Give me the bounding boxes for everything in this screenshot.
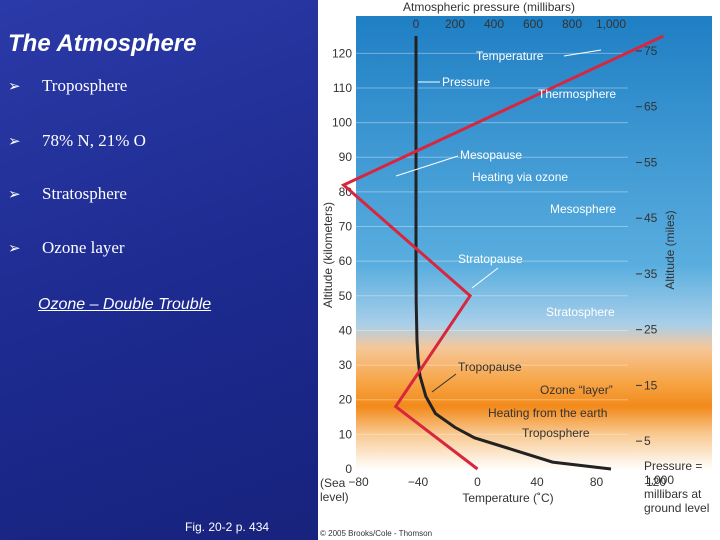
km-tick-label: 70 [339,220,353,234]
pressure-curve [414,36,612,471]
label-mesopause: Mesopause [460,148,522,162]
km-tick-label: 120 [332,46,352,60]
sea-level-label: (Sea [320,476,346,490]
temperature-axis-title: Temperature (˚C) [462,491,553,505]
label-thermosphere: Thermosphere [538,87,616,101]
mile-tick-label: 45 [644,211,658,225]
label-heating-from-earth: Heating from the earth [488,406,607,420]
slide-title: The Atmosphere [8,30,197,57]
atmosphere-figure: 0 10 20 30 40 50 60 70 80 90 100 110 120 5 15 25 35 45 55… [318,0,720,540]
pressure-tick-label: 0 [413,17,420,31]
km-tick-label: 10 [339,427,353,441]
temperature-tick-label: 120 [646,475,666,489]
arrow-bullet-icon: ➢ [8,78,21,95]
ozone-double-trouble-link[interactable]: Ozone – Double Trouble [38,296,212,313]
temperature-axis: −80 −40 0 40 80 120 [348,475,666,489]
km-tick-label: 0 [345,462,352,476]
km-tick-label: 60 [339,254,353,268]
pressure-tick-label: 600 [523,17,543,31]
atmosphere-diagram: 0 10 20 30 40 50 60 70 80 90 100 110 120 5 15 25 35 45 55… [320,0,712,538]
temperature-curve [340,34,665,471]
annotation-arrows [395,49,602,289]
ground-pressure-note: millibars at [644,487,702,501]
arrow-to-stratopause [471,267,499,289]
mile-tick-label: 65 [644,100,658,114]
mile-tick-label: 55 [644,155,658,169]
bullet-text: 78% N, 21% O [42,131,146,150]
arrow-to-mesopause [395,155,459,177]
pressure-axis: 0 200 400 600 800 1,000 [413,17,627,31]
mile-tick-label: 25 [644,323,658,337]
label-stratopause: Stratopause [458,252,523,266]
temperature-tick-label: 40 [530,475,544,489]
temperature-tick-label: −80 [348,475,369,489]
km-tick-label: 90 [339,150,353,164]
km-tick-label: 40 [339,323,353,337]
label-tropopause: Tropopause [458,360,522,374]
mile-tick-label: 35 [644,267,658,281]
arrow-to-temperature [563,49,602,57]
bullet-text: Troposphere [42,76,128,95]
label-troposphere: Troposphere [522,426,590,440]
bullet-text: Stratosphere [42,184,127,203]
bullet-ozone-layer: ➢ Ozone layer [8,238,125,258]
temperature-tick-label: −40 [408,475,429,489]
miles-axis-title: Altitude (miles) [663,210,677,289]
ground-pressure-note: Pressure = [644,459,702,473]
ground-pressure-note: 1,000 [644,473,674,487]
arrow-bullet-icon: ➢ [8,186,21,203]
km-axis-title: Altitude (kilometers) [321,202,335,308]
label-ozone-layer: Ozone “layer” [540,383,613,397]
label-mesosphere: Mesosphere [550,202,616,216]
km-tick-label: 50 [339,289,353,303]
pressure-tick-label: 400 [484,17,504,31]
label-stratosphere: Stratosphere [546,305,615,319]
copyright: © 2005 Brooks/Cole - Thomson [320,529,432,538]
bullet-text: Ozone layer [42,238,125,257]
arrow-to-tropopause [431,373,457,393]
km-tick-label: 100 [332,116,352,130]
pressure-tick-label: 1,000 [596,17,626,31]
temperature-tick-label: 0 [474,475,481,489]
label-temperature: Temperature [476,49,544,63]
label-pressure: Pressure [442,75,490,89]
ground-pressure-note: ground level [644,501,709,515]
km-tick-label: 110 [333,81,352,95]
km-tick-label: 20 [339,393,353,407]
mile-tick-label: 15 [644,378,658,392]
label-heating-via-ozone: Heating via ozone [472,170,568,184]
sea-level-label: level) [320,490,349,504]
pressure-axis-title: Atmospheric pressure (millibars) [403,0,575,14]
bullet-stratosphere: ➢ Stratosphere [8,184,127,204]
annotation-arrows-dark [431,373,457,393]
arrow-bullet-icon: ➢ [8,240,21,257]
figure-caption: Fig. 20-2 p. 434 [185,520,270,534]
temperature-tick-label: 80 [590,475,604,489]
arrow-bullet-icon: ➢ [8,133,21,150]
pressure-tick-label: 200 [445,17,465,31]
mile-tick-label: 75 [644,44,658,58]
altitude-miles-axis: 5 15 25 35 45 55 65 75 [636,44,658,448]
pressure-tick-label: 800 [562,17,582,31]
bullet-troposphere: ➢ Troposphere [8,76,127,96]
bullet-composition: ➢ 78% N, 21% O [8,131,146,151]
mile-tick-label: 5 [644,434,651,448]
km-tick-label: 30 [339,358,353,372]
